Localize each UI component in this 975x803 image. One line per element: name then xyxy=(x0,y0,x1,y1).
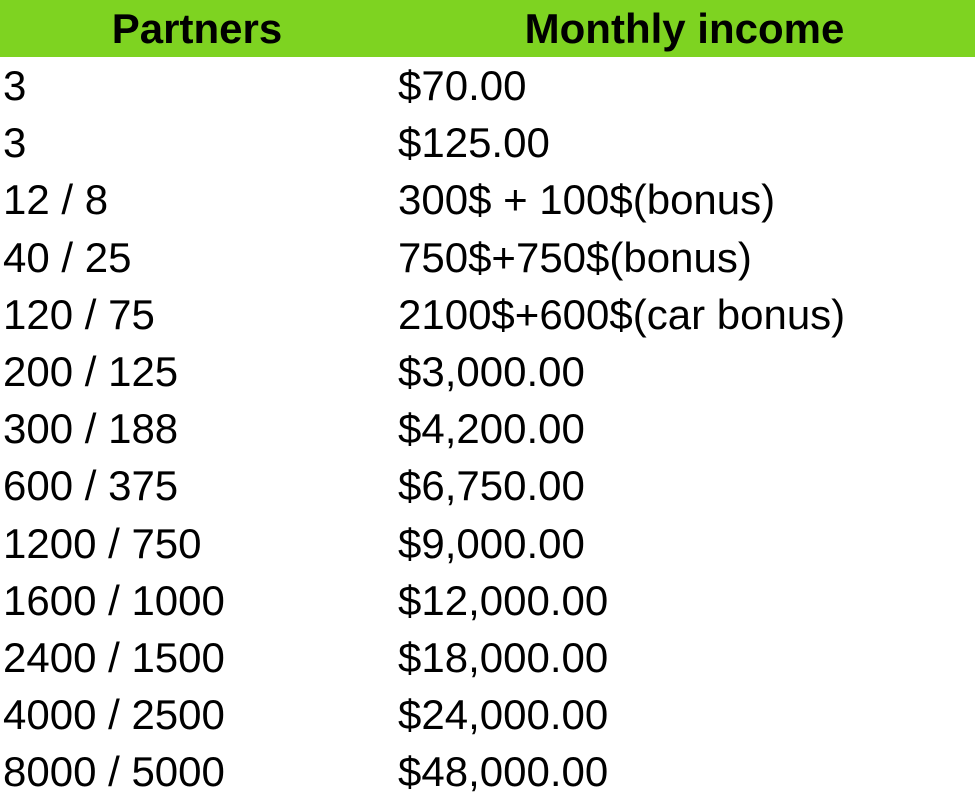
table-row: 1200 / 750 $9,000.00 xyxy=(0,515,975,572)
partners-cell: 300 / 188 xyxy=(3,405,179,453)
table-body: 3 $70.00 3 $125.00 12 / 8 300$ + 100$(bonus) 4… xyxy=(0,57,975,800)
monthly-income-cell: $3,000.00 xyxy=(398,348,585,396)
table-row: 2400 / 1500 $18,000.00 xyxy=(0,629,975,686)
partners-cell: 8000 / 5000 xyxy=(3,748,225,796)
table-row: 200 / 125 $3,000.00 xyxy=(0,343,975,400)
table-row: 120 / 75 2100$+600$(car bonus) xyxy=(0,286,975,343)
table-row: 300 / 188 $4,200.00 xyxy=(0,400,975,457)
partners-cell: 3 xyxy=(3,62,27,110)
monthly-income-cell: 750$+750$(bonus) xyxy=(398,233,752,281)
monthly-income-cell: $12,000.00 xyxy=(398,576,609,624)
monthly-income-cell: 2100$+600$(car bonus) xyxy=(398,290,846,338)
partners-cell: 1600 / 1000 xyxy=(3,576,225,624)
monthly-income-cell: $4,200.00 xyxy=(398,405,585,453)
partners-cell: 4000 / 2500 xyxy=(3,691,225,739)
monthly-income-cell: $18,000.00 xyxy=(398,633,609,681)
monthly-income-cell: $125.00 xyxy=(398,119,550,167)
partners-cell: 2400 / 1500 xyxy=(3,633,225,681)
monthly-income-cell: $48,000.00 xyxy=(398,748,609,796)
table-row: 3 $125.00 xyxy=(0,114,975,171)
table-row: 600 / 375 $6,750.00 xyxy=(0,457,975,514)
monthly-income-cell: 300$ + 100$(bonus) xyxy=(398,176,776,224)
table-header: Partners Monthly income xyxy=(0,0,975,57)
table-row: 8000 / 5000 $48,000.00 xyxy=(0,743,975,800)
monthly-income-cell: $6,750.00 xyxy=(398,462,585,510)
partners-cell: 120 / 75 xyxy=(3,290,155,338)
table-row: 1600 / 1000 $12,000.00 xyxy=(0,572,975,629)
monthly-income-cell: $70.00 xyxy=(398,62,527,110)
header-partners: Partners xyxy=(111,5,283,52)
table-row: 4000 / 2500 $24,000.00 xyxy=(0,686,975,743)
partners-cell: 12 / 8 xyxy=(3,176,109,224)
table-row: 12 / 8 300$ + 100$(bonus) xyxy=(0,171,975,228)
partners-cell: 3 xyxy=(3,119,27,167)
table-row: 40 / 25 750$+750$(bonus) xyxy=(0,229,975,286)
monthly-income-cell: $24,000.00 xyxy=(398,691,609,739)
table-row: 3 $70.00 xyxy=(0,57,975,114)
header-monthly-income: Monthly income xyxy=(524,5,845,52)
partners-cell: 40 / 25 xyxy=(3,233,132,281)
partners-cell: 1200 / 750 xyxy=(3,519,202,567)
partners-cell: 600 / 375 xyxy=(3,462,179,510)
monthly-income-cell: $9,000.00 xyxy=(398,519,585,567)
partners-cell: 200 / 125 xyxy=(3,348,179,396)
